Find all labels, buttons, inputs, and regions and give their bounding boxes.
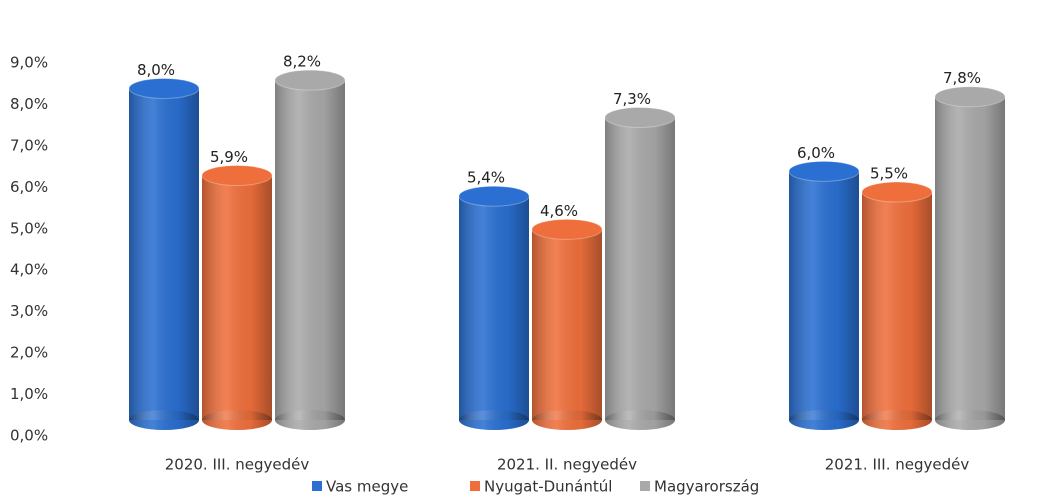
bar-bottom-shade — [532, 410, 602, 430]
legend-swatch — [312, 481, 322, 491]
bar-top — [861, 181, 933, 203]
y-tick-label: 0,0% — [10, 427, 48, 445]
bar-top — [934, 86, 1006, 108]
y-tick-label: 2,0% — [10, 344, 48, 362]
bar-shade — [789, 171, 859, 420]
y-tick-label: 9,0% — [10, 54, 48, 72]
bar-bottom-shade — [459, 410, 529, 430]
bar-shade — [935, 96, 1005, 420]
value-label: 7,8% — [943, 69, 981, 87]
bar-shade — [275, 80, 345, 421]
legend-label: Magyarország — [654, 478, 759, 496]
bar-bottom-shade — [935, 410, 1005, 430]
legend-swatch — [470, 481, 480, 491]
bar-bottom-shade — [275, 410, 345, 430]
legend-swatch — [640, 481, 650, 491]
bar-shade — [532, 229, 602, 420]
bar-shade — [459, 196, 529, 420]
bar-bottom-shade — [862, 410, 932, 430]
bar-top — [788, 160, 860, 182]
bar-top — [604, 106, 676, 128]
value-label: 4,6% — [540, 202, 578, 220]
y-tick-label: 4,0% — [10, 261, 48, 279]
bar-shade — [862, 192, 932, 420]
value-label: 8,0% — [137, 61, 175, 79]
bar-bottom-shade — [605, 410, 675, 430]
bar-top — [274, 69, 346, 91]
x-tick-label: 2021. II. negyedév — [497, 456, 637, 474]
bar-top — [128, 77, 200, 99]
value-label: 8,2% — [283, 53, 321, 71]
value-label: 5,9% — [210, 148, 248, 166]
value-label: 5,4% — [467, 169, 505, 187]
bar-shade — [202, 175, 272, 420]
x-tick-label: 2021. III. negyedév — [825, 456, 970, 474]
y-tick-label: 3,0% — [10, 302, 48, 320]
legend-label: Vas megye — [326, 478, 408, 496]
value-label: 7,3% — [613, 90, 651, 108]
y-tick-label: 7,0% — [10, 136, 48, 154]
bar-shade — [605, 117, 675, 420]
value-label: 6,0% — [797, 144, 835, 162]
bar-bottom-shade — [129, 410, 199, 430]
x-tick-label: 2020. III. negyedév — [165, 456, 310, 474]
bar-shade — [129, 88, 199, 420]
y-tick-label: 1,0% — [10, 385, 48, 403]
y-tick-label: 5,0% — [10, 219, 48, 237]
bar-top — [531, 218, 603, 240]
bar-top — [201, 164, 273, 186]
bar-bottom-shade — [789, 410, 859, 430]
legend-label: Nyugat-Dunántúl — [484, 478, 612, 496]
bar-bottom-shade — [202, 410, 272, 430]
y-tick-label: 8,0% — [10, 95, 48, 113]
bar-top — [458, 185, 530, 207]
y-tick-label: 6,0% — [10, 178, 48, 196]
value-label: 5,5% — [870, 165, 908, 183]
